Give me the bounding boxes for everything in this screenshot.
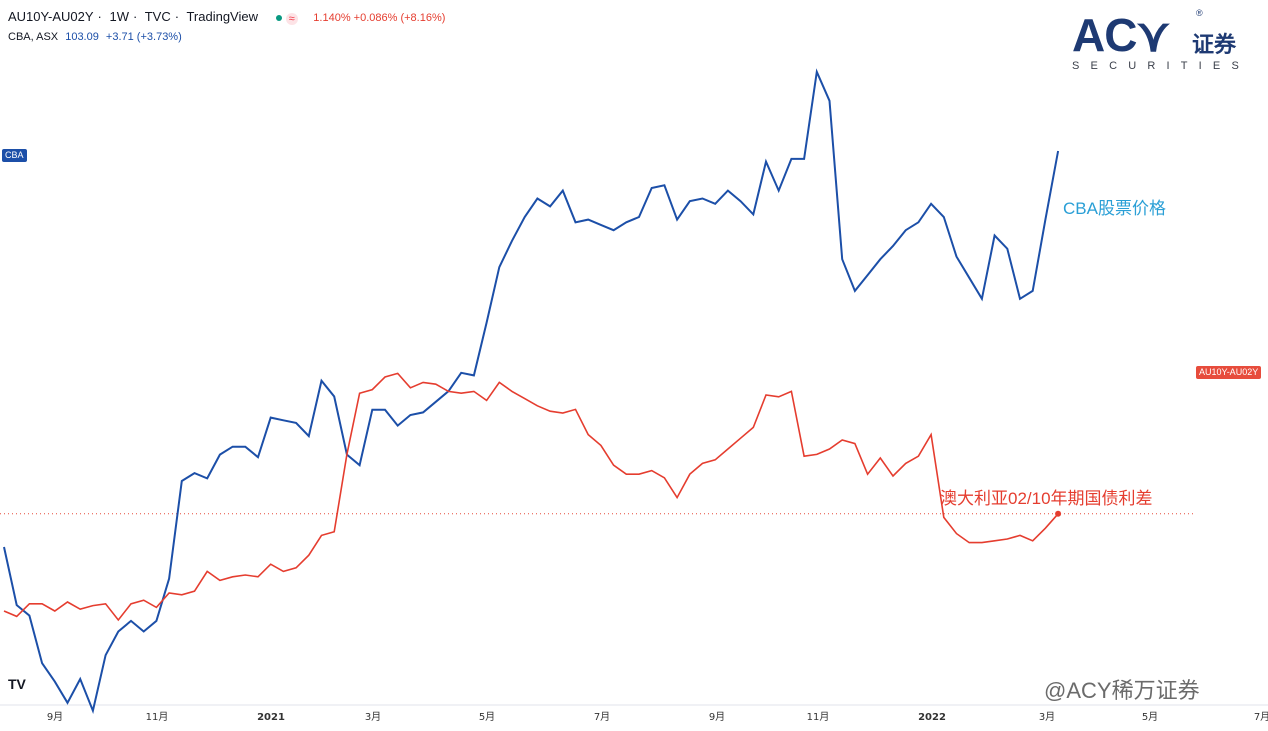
- x-tick-label: 11月: [807, 711, 830, 723]
- logo-wordmark: AC⋎: [1072, 9, 1170, 61]
- spread-last-value-dot: [1055, 510, 1062, 517]
- cba-scale-badge[interactable]: CBA: [2, 149, 27, 162]
- x-tick-label: 7月: [594, 711, 610, 723]
- x-tick-label: 3月: [365, 711, 381, 723]
- x-tick-label: 9月: [47, 711, 63, 723]
- x-tick-label: 5月: [479, 711, 495, 723]
- approx-icon: ≈: [285, 12, 298, 25]
- x-tick-label: 7月: [1254, 711, 1268, 723]
- watermark: @ACY稀万证券: [1044, 678, 1200, 703]
- legend-cba-change: +3.71 (+3.73%): [105, 31, 182, 43]
- spread-line: [3, 372, 1059, 622]
- x-tick-label: 11月: [146, 711, 169, 723]
- legend-main-values: 1.140% +0.086% (+8.16%): [313, 12, 446, 24]
- x-tick-label: 9月: [709, 711, 725, 723]
- legend-main[interactable]: AU10Y-AU02Y · 1W · TVC · TradingView ≈ 1.14…: [8, 9, 446, 25]
- x-tick-label: 3月: [1039, 711, 1055, 723]
- spread-price-badge[interactable]: AU10Y-AU02Y: [1196, 366, 1262, 379]
- cba-annotation: CBA股票价格: [1063, 199, 1166, 218]
- market-status[interactable]: ≈: [272, 11, 306, 25]
- legend-interval: 1W: [109, 9, 129, 24]
- logo-chinese: 证券: [1192, 32, 1237, 57]
- legend-cba[interactable]: CBA, ASX 103.09 +3.71 (+3.73%): [8, 31, 186, 43]
- spread-annotation: 澳大利亚02/10年期国债利差: [940, 489, 1153, 508]
- legend-cba-price: 103.09: [65, 31, 99, 43]
- legend-source: TVC: [144, 9, 171, 24]
- tradingview-logo-icon[interactable]: TV: [8, 676, 26, 692]
- x-tick-label: 2021: [257, 712, 285, 723]
- market-open-dot-icon: [275, 15, 282, 22]
- legend-cba-name[interactable]: CBA, ASX: [8, 31, 59, 43]
- registered-mark: ®: [1196, 8, 1203, 18]
- cba-price-line: [3, 68, 1060, 715]
- x-tick-label: 2022: [918, 712, 946, 723]
- legend-platform: TradingView: [186, 9, 258, 24]
- acy-securities-logo: AC⋎ ® 证券 SECURITIES: [1070, 8, 1255, 76]
- x-axis: 9月 11月 2021 3月 5月 7月 9月 11月 2022 3月 5月 7月: [0, 704, 1268, 723]
- logo-subtitle: SECURITIES: [1072, 60, 1251, 72]
- legend-symbol[interactable]: AU10Y-AU02Y: [8, 9, 94, 24]
- x-tick-label: 5月: [1142, 711, 1158, 723]
